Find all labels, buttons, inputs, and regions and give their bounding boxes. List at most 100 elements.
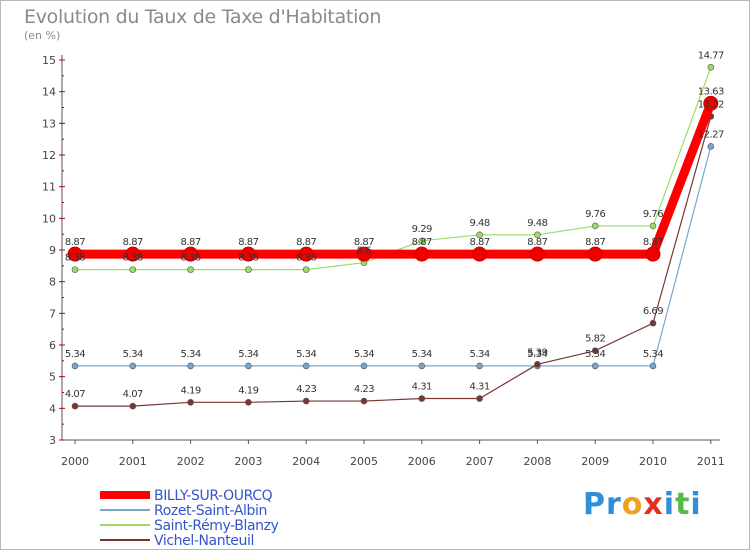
- data-label: 9.76: [585, 209, 605, 220]
- data-label: 5.34: [527, 349, 547, 360]
- x-tick-label: 2010: [639, 455, 667, 468]
- legend-label: Vichel-Nanteuil: [154, 533, 254, 549]
- data-label: 13.22: [698, 99, 724, 110]
- data-label: 4.31: [469, 382, 489, 393]
- data-label: 4.19: [180, 385, 200, 396]
- data-label: 4.31: [412, 382, 432, 393]
- data-point: [129, 402, 137, 410]
- data-label: 8.87: [65, 237, 85, 248]
- logo-letter: i: [663, 487, 676, 522]
- y-tick-label: 5: [49, 371, 56, 384]
- y-tick-label: 14: [42, 86, 56, 99]
- data-label: 8.87: [238, 237, 258, 248]
- data-point: [707, 143, 715, 150]
- legend-label: Rozet-Saint-Albin: [154, 503, 267, 519]
- data-point: [534, 361, 541, 368]
- legend-label: Saint-Rémy-Blanzy: [154, 518, 279, 534]
- data-label: 8.87: [412, 237, 432, 248]
- data-label: 9.76: [643, 209, 663, 220]
- y-tick-label: 4: [49, 402, 56, 415]
- data-point: [187, 362, 194, 370]
- data-point: [476, 395, 483, 402]
- data-point: [67, 246, 83, 262]
- data-point: [245, 399, 252, 406]
- logo-letter: r: [606, 487, 622, 522]
- data-point: [360, 397, 368, 405]
- data-label: 5.34: [123, 349, 143, 360]
- data-label: 5.34: [238, 349, 258, 360]
- x-tick-label: 2003: [234, 455, 262, 468]
- series-line: [75, 67, 712, 271]
- data-point: [418, 395, 426, 402]
- data-point: [591, 362, 599, 370]
- data-point: [414, 246, 430, 262]
- data-label: 5.34: [585, 349, 605, 360]
- data-point: [183, 246, 199, 262]
- chart-subtitle: (en %): [24, 29, 61, 42]
- data-point: [129, 266, 137, 273]
- data-label: 8.38: [296, 253, 316, 264]
- data-point: [245, 266, 252, 273]
- data-point: [649, 222, 657, 230]
- data-point: [587, 246, 603, 262]
- x-tick-label: 2005: [350, 455, 378, 468]
- data-label: 8.87: [180, 237, 200, 248]
- y-tick-label: 6: [49, 339, 56, 352]
- data-label: 8.87: [585, 237, 605, 248]
- data-label: 8.87: [354, 237, 374, 248]
- data-point: [529, 246, 545, 262]
- logo-letter: o: [621, 487, 644, 522]
- y-tick-label: 8: [49, 276, 56, 289]
- data-label: 5.39: [527, 347, 547, 358]
- y-tick-label: 7: [49, 307, 56, 320]
- data-point: [71, 362, 79, 370]
- data-label: 8.87: [527, 237, 547, 248]
- logo-letter: t: [675, 487, 691, 522]
- x-tick-label: 2002: [177, 455, 205, 468]
- data-label: 5.34: [296, 349, 316, 360]
- data-label: 8.87: [123, 237, 143, 248]
- y-tick-label: 11: [42, 181, 56, 194]
- x-tick-label: 2001: [119, 455, 147, 468]
- y-tick-label: 3: [49, 434, 56, 447]
- data-point: [187, 399, 194, 406]
- data-point: [129, 362, 137, 370]
- data-label: 8.87: [296, 237, 316, 248]
- logo-letter: P: [583, 487, 606, 522]
- data-point: [649, 319, 657, 327]
- data-point: [298, 246, 314, 262]
- data-label: 4.23: [296, 384, 316, 395]
- data-point: [418, 362, 426, 370]
- data-point: [245, 362, 252, 370]
- data-point: [476, 231, 483, 239]
- data-label: 8.6: [357, 246, 372, 257]
- x-tick-label: 2006: [408, 455, 436, 468]
- data-label: 9.29: [412, 224, 432, 235]
- data-point: [71, 402, 79, 410]
- data-point: [187, 266, 194, 273]
- data-point: [240, 246, 256, 262]
- y-tick-label: 15: [42, 54, 56, 67]
- data-point: [356, 246, 372, 262]
- data-point: [71, 266, 79, 273]
- data-label: 8.87: [643, 237, 663, 248]
- data-label: 12.27: [698, 129, 724, 140]
- data-point: [476, 362, 483, 370]
- data-label: 8.38: [180, 253, 200, 264]
- data-label: 6.69: [643, 306, 663, 317]
- x-tick-label: 2009: [581, 455, 609, 468]
- series-line: [75, 146, 712, 367]
- data-label: 14.77: [698, 50, 724, 61]
- data-point: [472, 246, 488, 262]
- data-label: 4.23: [354, 384, 374, 395]
- data-label: 5.34: [180, 349, 200, 360]
- x-tick-label: 2007: [466, 455, 494, 468]
- data-label: 5.34: [643, 349, 663, 360]
- data-point: [360, 362, 368, 370]
- chart-title: Evolution du Taux de Taxe d'Habitation: [24, 6, 382, 28]
- data-label: 13.63: [698, 86, 724, 97]
- y-tick-label: 12: [42, 149, 56, 162]
- data-point: [302, 362, 310, 370]
- data-label: 4.07: [123, 389, 143, 400]
